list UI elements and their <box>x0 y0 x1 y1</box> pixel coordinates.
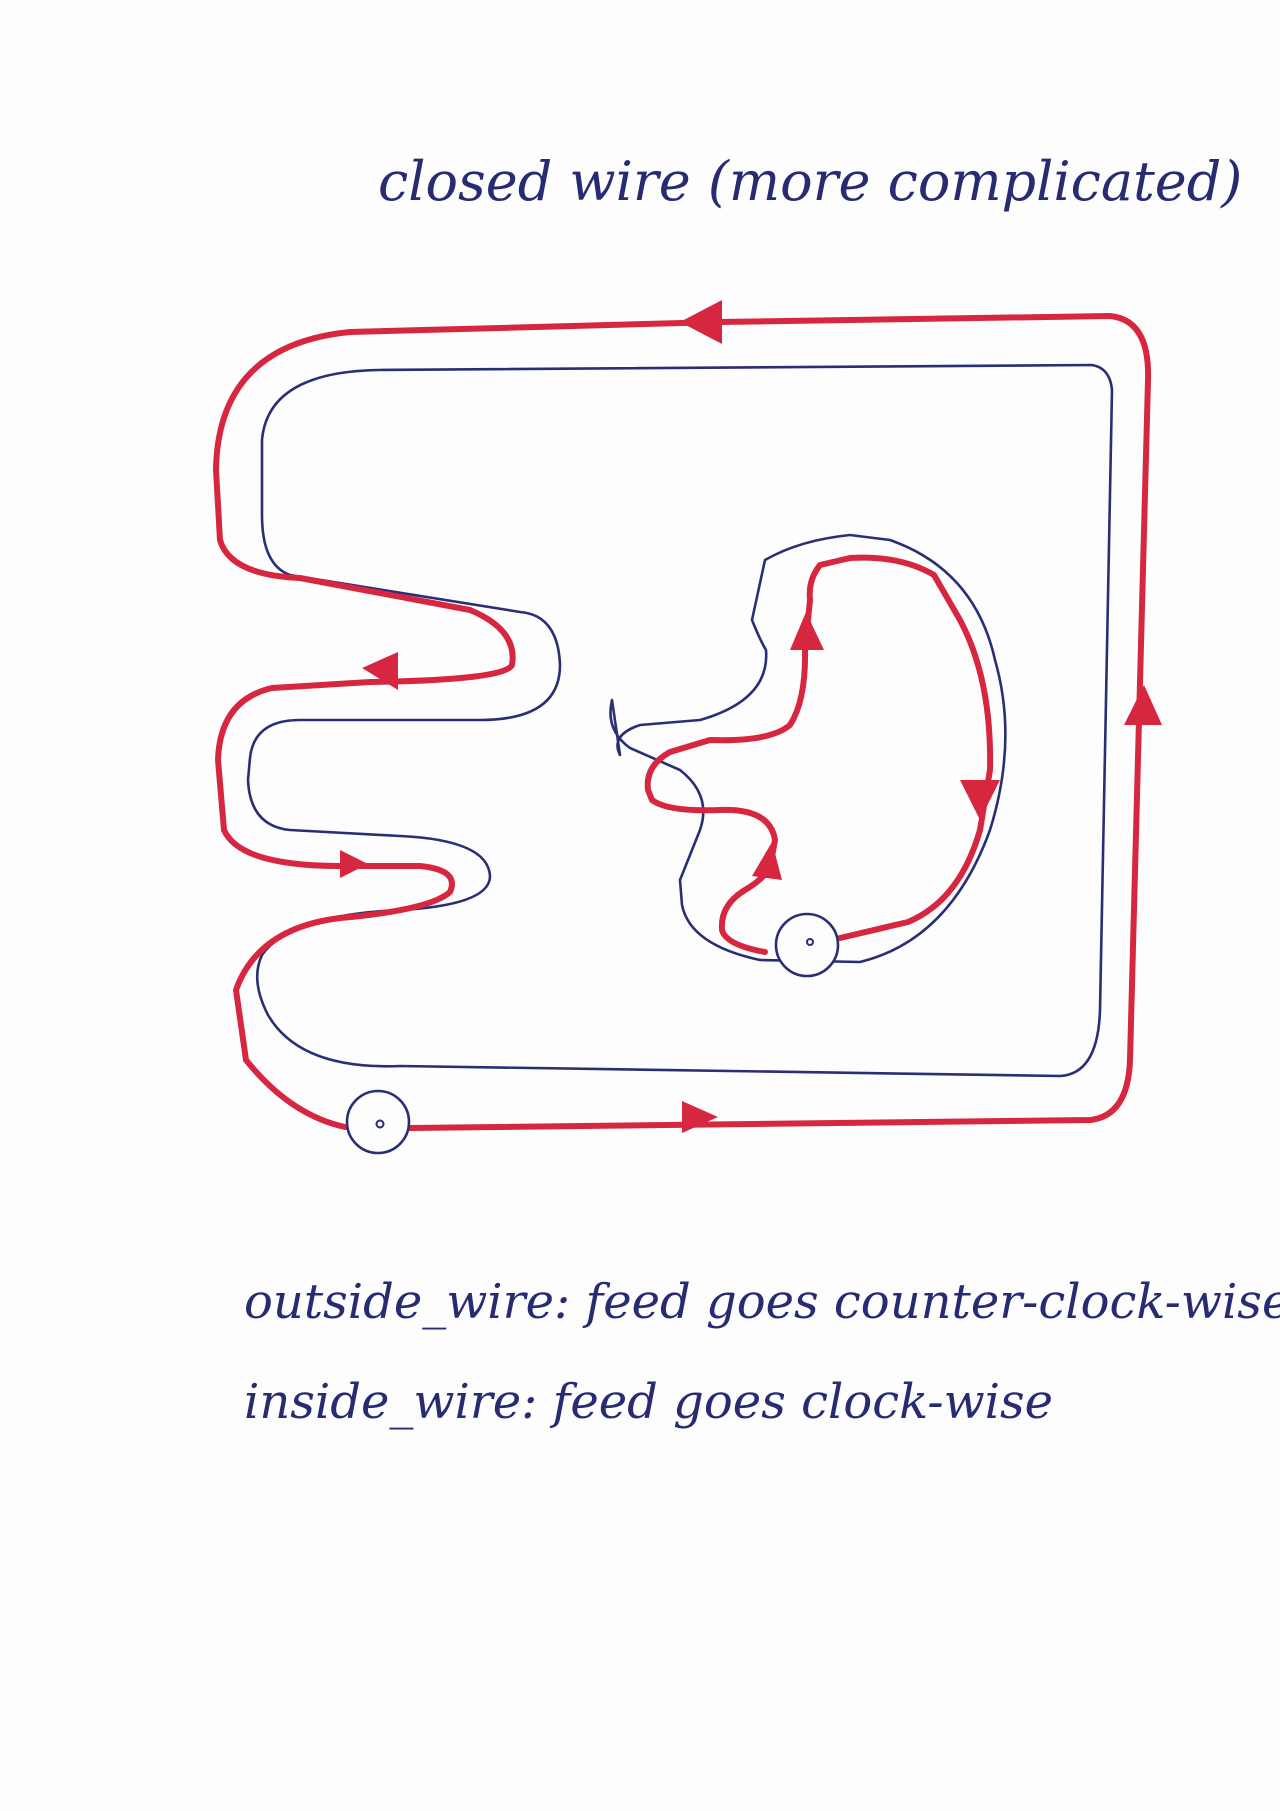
inside-wire-outline <box>609 533 1007 964</box>
outside-feed-point-center <box>375 1119 385 1129</box>
inside-feed-point <box>774 912 840 978</box>
outside-wire-outline <box>246 363 1114 1078</box>
inside-feed-path <box>644 554 994 955</box>
outside-arrow-top <box>680 300 722 344</box>
outside-arrow-right <box>1124 685 1162 725</box>
outside-wire-note: outside_wire: feed goes counter-clock-wi… <box>244 1274 1280 1330</box>
outside-arrow-bottom <box>682 1101 718 1133</box>
outside-wire <box>213 300 1162 1155</box>
inside-wire-note: inside_wire: feed goes clock-wise <box>244 1374 1053 1430</box>
inside-arrow-bottom <box>752 842 782 880</box>
diagram-title: closed wire (more complicated) <box>378 150 1242 213</box>
inside-feed-point-center <box>806 938 814 946</box>
inside-arrow-left <box>790 612 824 650</box>
inside-arrow-right <box>960 780 1000 820</box>
outside-arrow-upper-left <box>362 652 398 690</box>
outside-feed-path <box>213 313 1152 1131</box>
inside-wire <box>609 533 1007 978</box>
outside-arrow-lower-left <box>340 850 368 878</box>
